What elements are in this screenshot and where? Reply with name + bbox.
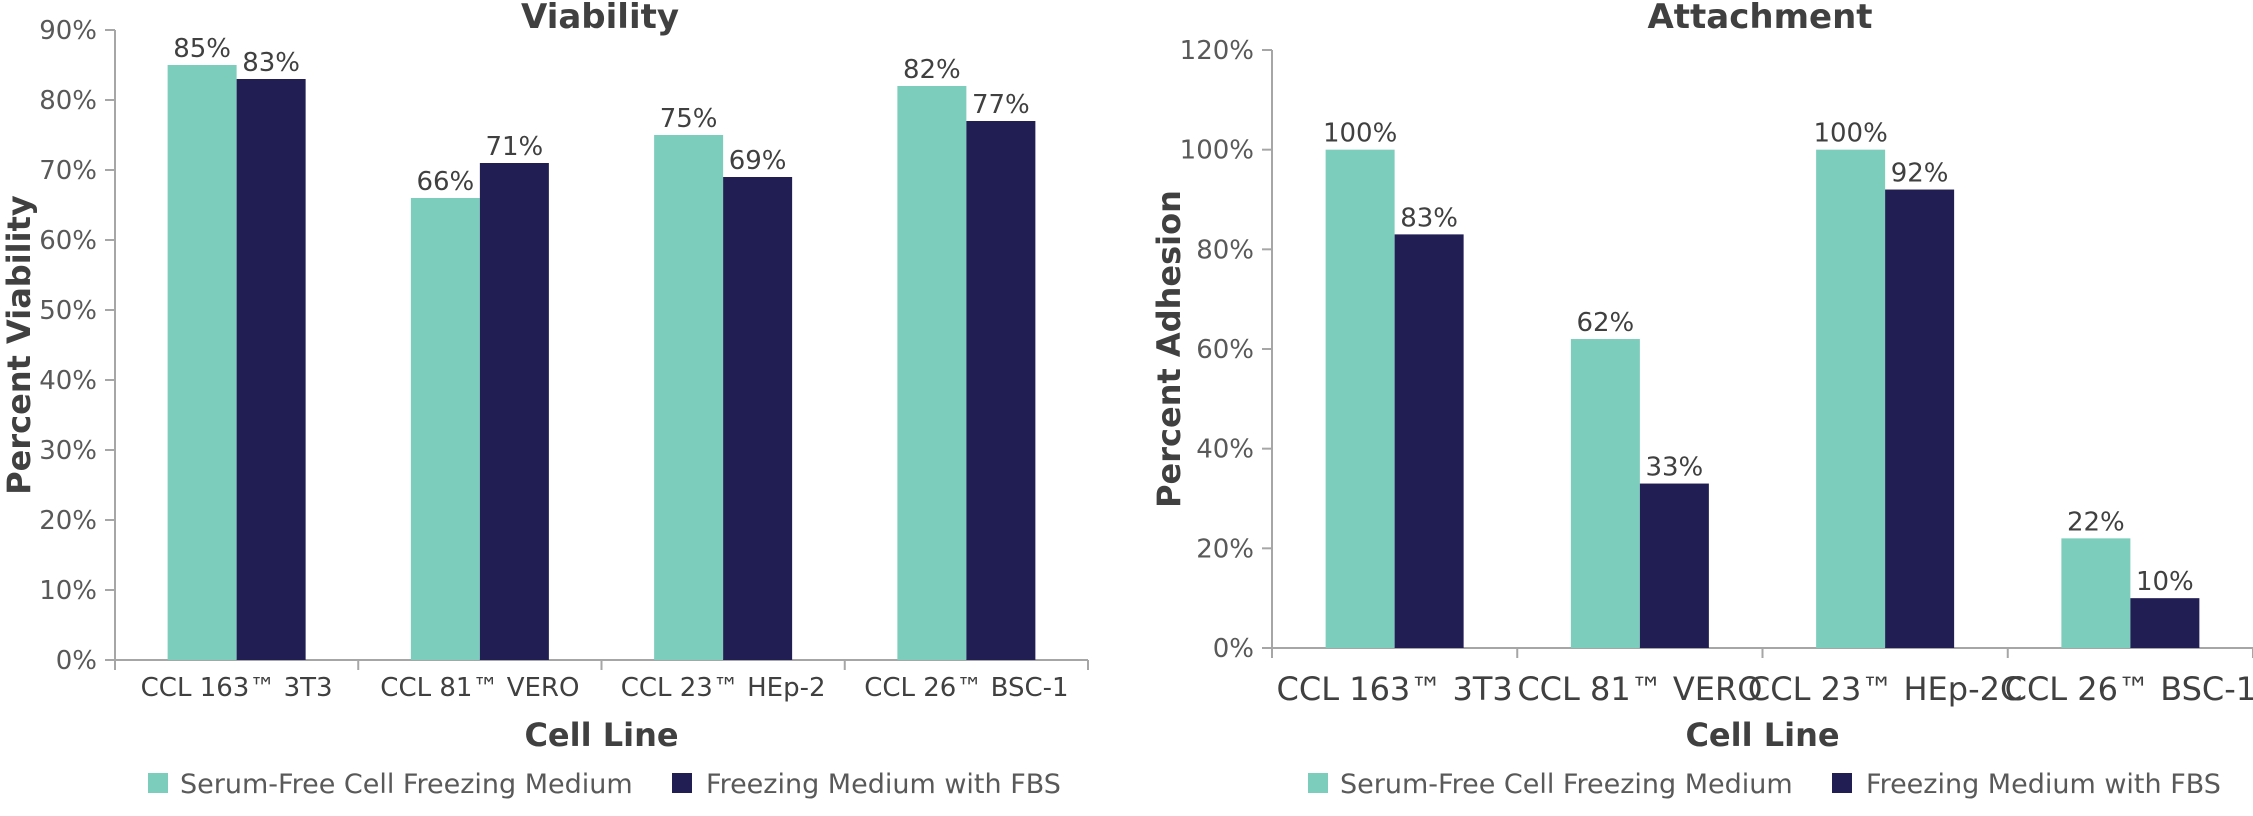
bar bbox=[654, 135, 724, 660]
legend-swatch bbox=[1308, 773, 1328, 793]
x-tick-label: CCL 26™ BSC-1 bbox=[2005, 670, 2253, 708]
attachment-chart: Attachment 0% 20% 40% 60% 80% 100% 120% 100% 83% C… bbox=[1150, 0, 2253, 800]
x-tick-label: CCL 23™ HEp-2 bbox=[621, 673, 826, 703]
y-tick-label: 20% bbox=[39, 506, 97, 536]
data-label: 10% bbox=[2136, 567, 2194, 597]
data-label: 22% bbox=[2067, 507, 2125, 537]
x-tick-label: CCL 26™ BSC-1 bbox=[864, 673, 1068, 703]
y-tick-label: 0% bbox=[56, 646, 97, 676]
data-label: 82% bbox=[903, 55, 961, 85]
bar bbox=[479, 163, 549, 660]
y-tick-label: 80% bbox=[39, 86, 97, 116]
data-label: 85% bbox=[173, 34, 231, 64]
y-tick-label: 120% bbox=[1180, 36, 1254, 66]
legend-label: Serum-Free Cell Freezing Medium bbox=[180, 769, 633, 800]
y-tick-label: 40% bbox=[1196, 435, 1254, 465]
legend-label: Freezing Medium with FBS bbox=[706, 769, 1061, 800]
data-label: 83% bbox=[242, 48, 300, 78]
data-label: 100% bbox=[1813, 119, 1887, 149]
y-tick-label: 90% bbox=[39, 16, 97, 46]
x-axis-title: Cell Line bbox=[524, 716, 678, 754]
bar bbox=[966, 121, 1036, 660]
data-label: 75% bbox=[660, 104, 718, 134]
chart-title: Attachment bbox=[1647, 0, 1872, 37]
bar bbox=[1885, 189, 1955, 649]
x-tick-label: CCL 23™ HEp-2C bbox=[1748, 670, 2022, 708]
x-tick-label: CCL 163™ 3T3 bbox=[1277, 670, 1513, 708]
y-tick-label: 100% bbox=[1180, 136, 1254, 166]
bar bbox=[1816, 149, 1886, 648]
legend-label: Serum-Free Cell Freezing Medium bbox=[1340, 769, 1793, 800]
legend-swatch bbox=[148, 773, 168, 793]
chart-title: Viability bbox=[521, 0, 679, 37]
bar bbox=[167, 65, 237, 660]
x-tick-label: CCL 81™ VERO bbox=[1517, 670, 1762, 708]
bar bbox=[2130, 598, 2200, 648]
bar bbox=[410, 198, 480, 660]
data-label: 71% bbox=[485, 132, 543, 162]
data-label: 66% bbox=[416, 167, 474, 197]
bar bbox=[2061, 538, 2131, 648]
bar bbox=[1639, 483, 1709, 648]
legend-label: Freezing Medium with FBS bbox=[1866, 769, 2221, 800]
data-label: 77% bbox=[972, 90, 1030, 120]
data-label: 92% bbox=[1891, 159, 1949, 189]
y-tick-label: 80% bbox=[1196, 235, 1254, 265]
y-tick-label: 70% bbox=[39, 156, 97, 186]
y-tick-label: 50% bbox=[39, 296, 97, 326]
y-tick-label: 20% bbox=[1196, 534, 1254, 564]
bar bbox=[897, 86, 967, 660]
y-tick-label: 40% bbox=[39, 366, 97, 396]
legend-swatch bbox=[1832, 773, 1852, 793]
data-label: 33% bbox=[1645, 453, 1703, 483]
y-axis-title: Percent Viability bbox=[0, 195, 38, 495]
data-label: 62% bbox=[1576, 308, 1634, 338]
x-tick-label: CCL 163™ 3T3 bbox=[141, 673, 333, 703]
y-axis-title: Percent Adhesion bbox=[1150, 190, 1188, 508]
data-label: 69% bbox=[729, 146, 787, 176]
y-tick-label: 60% bbox=[1196, 335, 1254, 365]
y-tick-label: 0% bbox=[1213, 634, 1254, 664]
viability-chart: Viability 0% 10% 20% 30% 40% 50% 60% 70% 80% 90% 85… bbox=[0, 0, 1089, 800]
bar bbox=[236, 79, 306, 660]
y-tick-label: 60% bbox=[39, 226, 97, 256]
bar bbox=[1325, 149, 1395, 648]
x-tick-label: CCL 81™ VERO bbox=[380, 673, 579, 703]
y-tick-label: 30% bbox=[39, 436, 97, 466]
x-axis-title: Cell Line bbox=[1685, 716, 1839, 754]
bar bbox=[1570, 339, 1640, 648]
y-tick-label: 10% bbox=[39, 576, 97, 606]
bar bbox=[1394, 234, 1464, 648]
data-label: 100% bbox=[1323, 119, 1397, 149]
data-label: 83% bbox=[1400, 203, 1458, 233]
bar bbox=[723, 177, 793, 660]
legend-swatch bbox=[672, 773, 692, 793]
